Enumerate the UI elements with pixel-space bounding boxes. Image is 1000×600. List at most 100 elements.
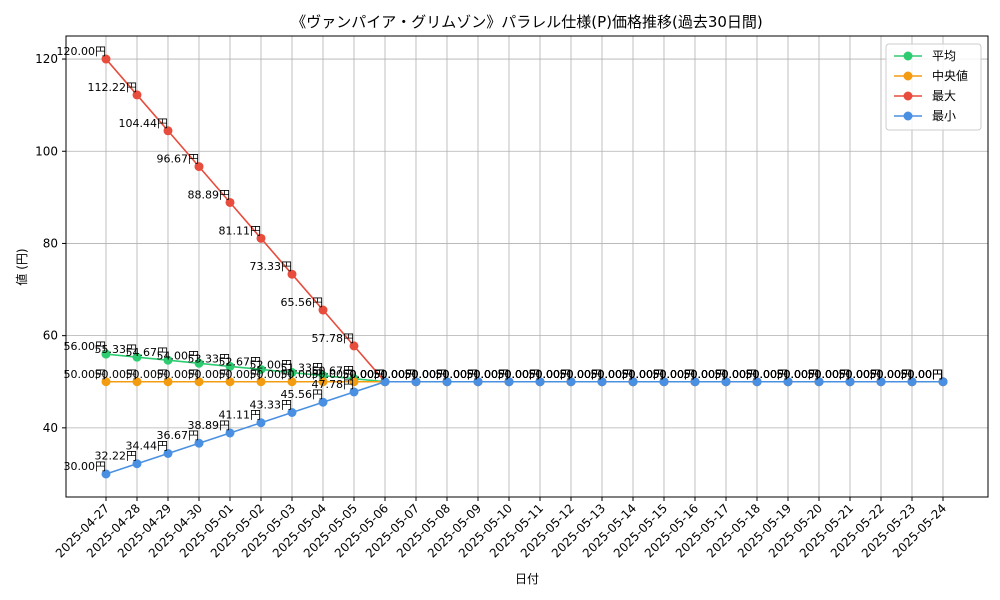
data-label: 50.00円 <box>560 368 603 381</box>
data-label: 50.00円 <box>715 368 758 381</box>
data-point <box>814 377 824 387</box>
data-point <box>194 162 204 172</box>
legend-label: 平均 <box>932 49 956 63</box>
data-point <box>132 459 142 469</box>
data-point <box>442 377 452 387</box>
data-label: 50.00円 <box>653 368 696 381</box>
data-label: 52.00円 <box>250 359 293 372</box>
data-label: 112.22円 <box>88 81 138 94</box>
data-label: 50.00円 <box>529 368 572 381</box>
data-point <box>318 397 328 407</box>
data-label: 50.00円 <box>653 368 696 381</box>
data-point <box>287 269 297 279</box>
data-label: 50.00円 <box>622 368 665 381</box>
data-point <box>132 352 142 362</box>
data-label: 50.00円 <box>777 368 820 381</box>
data-label: 50.00円 <box>684 368 727 381</box>
data-point <box>225 197 235 207</box>
legend-swatch-marker <box>903 71 913 81</box>
data-point <box>907 377 917 387</box>
data-label: 50.00円 <box>250 368 293 381</box>
data-label: 50.00円 <box>343 368 386 381</box>
data-point <box>163 377 173 387</box>
data-point <box>256 364 266 374</box>
data-label: 50.00円 <box>126 368 169 381</box>
data-point <box>628 377 638 387</box>
data-label: 50.00円 <box>188 368 231 381</box>
data-label: 50.00円 <box>808 368 851 381</box>
data-label: 50.00円 <box>715 368 758 381</box>
data-label: 50.00円 <box>467 368 510 381</box>
series-line <box>105 58 943 383</box>
data-label: 50.00円 <box>467 368 510 381</box>
data-label: 50.00円 <box>343 368 386 381</box>
data-point <box>287 368 297 378</box>
data-point <box>256 233 266 243</box>
data-label: 55.33円 <box>95 343 138 356</box>
data-label: 50.00円 <box>405 368 448 381</box>
data-label: 50.00円 <box>839 368 882 381</box>
data-label: 50.00円 <box>777 368 820 381</box>
data-point <box>318 377 328 387</box>
data-point <box>504 377 514 387</box>
data-label: 50.00円 <box>653 368 696 381</box>
data-label: 50.00円 <box>591 368 634 381</box>
data-label: 53.33円 <box>188 352 231 365</box>
data-label: 50.00円 <box>746 368 789 381</box>
legend-swatch-marker <box>903 91 913 101</box>
data-label: 56.00円 <box>64 340 107 353</box>
data-label: 36.67円 <box>157 429 200 442</box>
data-label: 50.00円 <box>715 368 758 381</box>
data-label: 50.00円 <box>901 368 944 381</box>
legend-swatch-marker <box>903 51 913 61</box>
data-point <box>101 469 111 479</box>
data-label: 50.00円 <box>374 368 417 381</box>
data-point <box>287 377 297 387</box>
data-label: 50.00円 <box>808 368 851 381</box>
y-tick-label: 80 <box>43 236 58 250</box>
data-label: 41.11円 <box>219 409 262 422</box>
data-point <box>752 377 762 387</box>
data-point <box>225 361 235 371</box>
data-point <box>163 448 173 458</box>
series-lines <box>101 54 948 479</box>
data-label: 50.00円 <box>560 368 603 381</box>
data-label: 50.00円 <box>529 368 572 381</box>
data-point <box>287 407 297 417</box>
data-label: 50.00円 <box>839 368 882 381</box>
data-label: 50.00円 <box>839 368 882 381</box>
data-label: 50.00円 <box>684 368 727 381</box>
data-label: 50.00円 <box>901 368 944 381</box>
data-point <box>411 377 421 387</box>
data-point <box>535 377 545 387</box>
data-label: 73.33円 <box>250 260 293 273</box>
y-axis-ticks: 40 60 80 100 120 <box>35 52 66 435</box>
data-label: 50.00円 <box>622 368 665 381</box>
legend-label: 最大 <box>932 89 956 103</box>
x-axis-label: 日付 <box>515 572 539 586</box>
data-point <box>225 377 235 387</box>
legend-label: 中央値 <box>932 68 968 83</box>
data-label: 50.00円 <box>405 368 448 381</box>
plot-frame <box>65 35 989 498</box>
data-label: 50.00円 <box>64 368 107 381</box>
data-label: 104.44円 <box>119 117 169 130</box>
data-label: 50.00円 <box>374 368 417 381</box>
data-point <box>256 418 266 428</box>
data-point <box>783 377 793 387</box>
data-label: 45.56円 <box>281 388 324 401</box>
data-label: 50.00円 <box>684 368 727 381</box>
data-point <box>101 349 111 359</box>
data-point <box>659 377 669 387</box>
data-label: 50.00円 <box>436 368 479 381</box>
data-label: 50.00円 <box>529 368 572 381</box>
series-line <box>105 380 943 475</box>
data-point <box>318 305 328 315</box>
data-label: 30.00円 <box>64 460 107 473</box>
data-point <box>349 387 359 397</box>
data-point <box>721 377 731 387</box>
data-label: 50.00円 <box>436 368 479 381</box>
data-label: 50.00円 <box>746 368 789 381</box>
data-point <box>132 90 142 100</box>
